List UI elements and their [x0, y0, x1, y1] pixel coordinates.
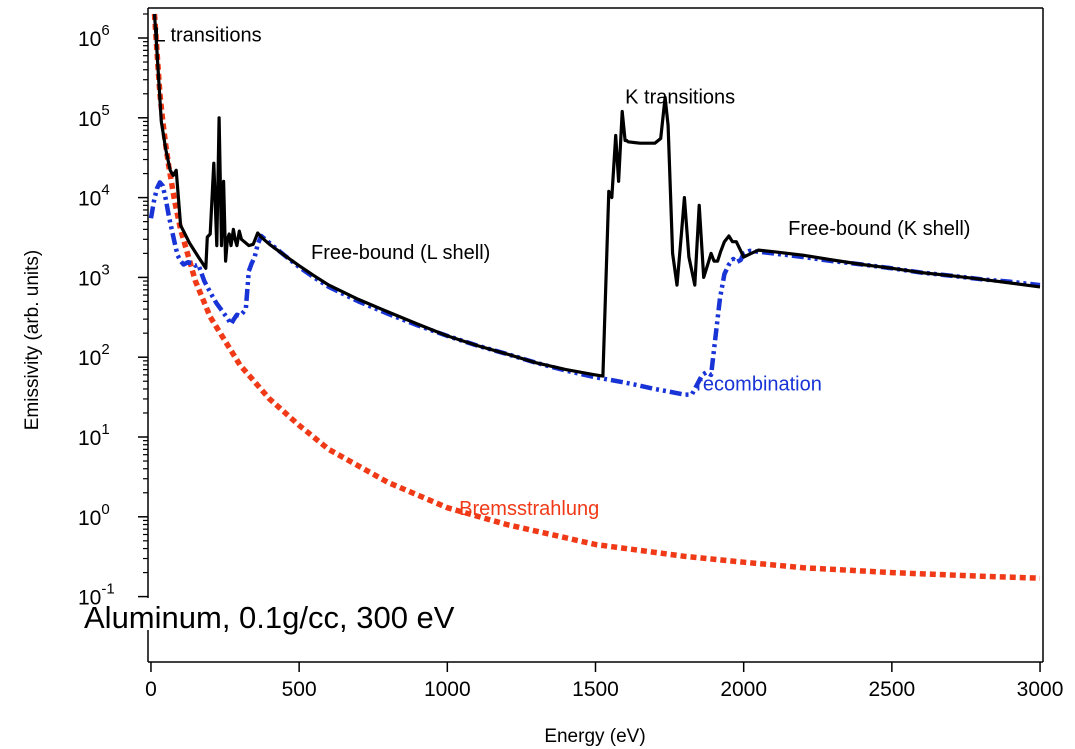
x-tick-label: 1000 — [424, 678, 471, 701]
plot-frame — [148, 7, 1044, 662]
annotation-label: K transitions — [625, 87, 735, 109]
annotation-label: Free-bound (L shell) — [311, 242, 490, 264]
annotation-label: Free-bound (K shell) — [788, 218, 970, 240]
y-axis-title: Emissivity (arb. units) — [22, 250, 43, 431]
y-tick-label: 105 — [78, 102, 110, 131]
series-line-solid — [152, 13, 1041, 378]
x-tick-label: 500 — [282, 678, 317, 701]
y-tick-label: 104 — [78, 182, 110, 211]
annotation-label: Bremsstrahlung — [459, 498, 599, 520]
x-tick-label: 2000 — [720, 678, 767, 701]
x-ticks: 0 500 1000 1500 2000 2500 3000 — [145, 662, 1063, 701]
annotation-label: recombination — [696, 374, 822, 396]
y-tick-label: 101 — [78, 421, 110, 450]
x-axis-title: Energy (eV) — [544, 726, 645, 747]
annotation-layer: L transitions K transitions Free-bound (L … — [155, 25, 971, 520]
inset-text-backdrop — [136, 598, 158, 630]
y-tick-label: 103 — [78, 261, 110, 290]
y-tick-label: 102 — [78, 341, 110, 370]
series-layer — [148, 13, 1041, 581]
series-line-dotted — [151, 13, 1041, 581]
y-tick-label: 106 — [78, 22, 110, 51]
x-tick-label: 0 — [145, 678, 157, 701]
annotation-label: L transitions — [155, 25, 262, 47]
y-tick-label: 100 — [78, 501, 110, 530]
y-tick-label: 10-1 — [78, 581, 115, 610]
x-tick-label: 2500 — [868, 678, 915, 701]
inset-text: Aluminum, 0.1g/cc, 300 eV — [84, 600, 455, 635]
x-tick-label: 1500 — [572, 678, 619, 701]
y-ticks: 106 105 104 103 102 101 100 10-1 — [78, 13, 148, 610]
series-line-dash-dot — [148, 180, 1041, 397]
x-tick-label: 3000 — [1017, 678, 1064, 701]
